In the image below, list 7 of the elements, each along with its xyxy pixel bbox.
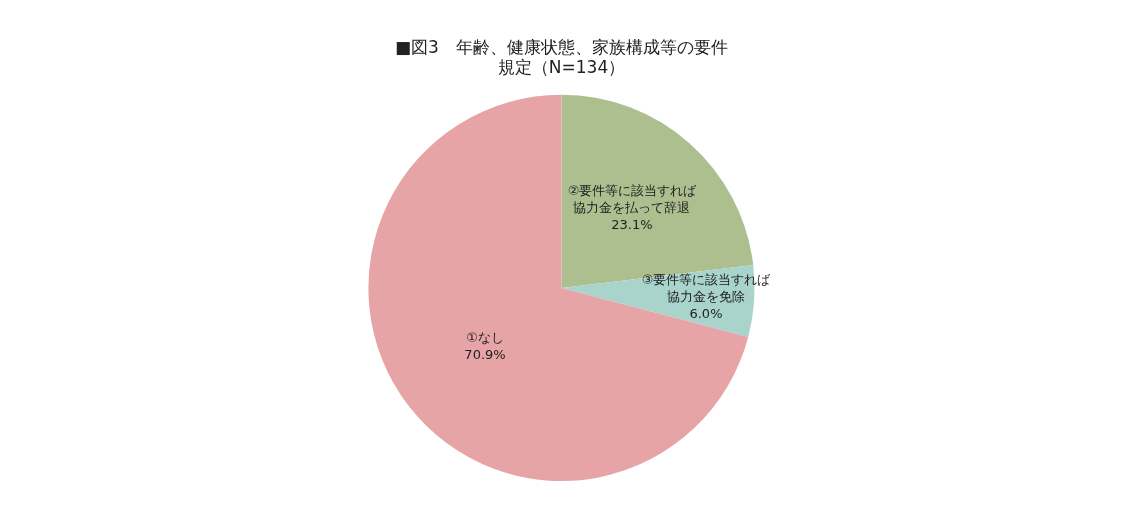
slice-label: ③要件等に該当すれば協力金を免除	[641, 272, 772, 305]
slice-label: ②要件等に該当すれば協力金を払って辞退	[567, 182, 698, 215]
slice-label: ①なし	[466, 329, 504, 345]
data-label: 23.1%	[611, 216, 653, 232]
data-label: 70.9%	[464, 346, 506, 362]
chart-title: ■図3 年齢、健康状態、家族構成等の要件規定（N=134）	[395, 36, 728, 78]
data-label: 6.0%	[689, 306, 723, 322]
